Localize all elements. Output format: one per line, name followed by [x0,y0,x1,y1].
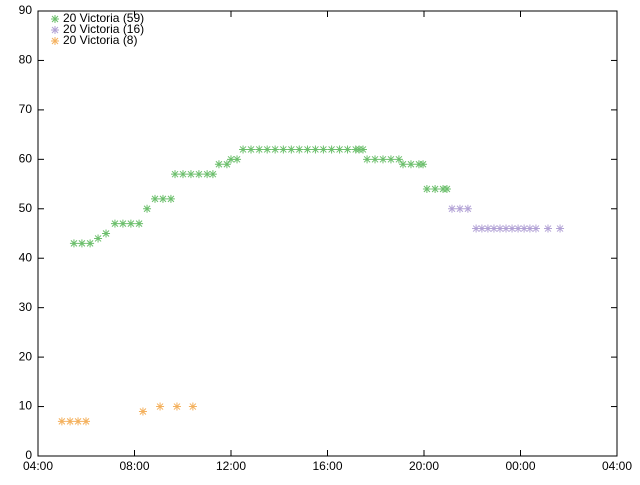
data-point [271,145,280,154]
data-point [110,219,119,228]
data-point [463,204,472,213]
data-point [66,417,75,426]
data-point [431,185,440,193]
data-point [233,155,242,164]
x-tick-label: 04:00 [602,459,632,473]
plot-frame [37,10,618,457]
legend-marker [51,26,59,34]
data-point [178,170,187,179]
data-point [203,170,212,179]
x-tick-label: 00:00 [505,459,535,473]
data-point [335,145,344,154]
data-point [556,224,565,233]
y-tick-label: 10 [19,399,33,413]
data-point [86,239,95,248]
data-point [138,407,147,416]
data-point [472,224,481,233]
data-point [422,185,431,193]
data-point [447,204,456,213]
data-point [247,145,256,154]
data-point [263,145,272,154]
data-point [525,224,534,233]
data-point [287,145,296,154]
legend-label: 20 Victoria (8) [63,33,137,47]
y-tick-label: 30 [19,300,33,314]
y-tick-label: 20 [19,349,33,363]
data-point [69,239,78,248]
data-point [394,155,403,164]
data-point [371,155,380,164]
data-point [172,402,181,411]
data-point [327,145,336,154]
data-point [386,155,395,164]
data-point [483,224,492,233]
data-point [455,204,464,213]
data-point [151,194,160,203]
data-point [477,224,486,233]
data-point [57,417,66,426]
data-point [399,160,408,169]
y-tick-label: 60 [19,152,33,166]
data-point [74,417,83,426]
data-point [214,160,223,169]
data-point [502,224,511,233]
data-point [295,145,304,154]
x-tick-label: 12:00 [216,459,246,473]
data-point [442,185,451,193]
data-point [311,145,320,154]
data-point [514,224,523,233]
x-tick-label: 16:00 [312,459,342,473]
data-point [495,224,504,233]
data-point [156,402,165,411]
legend-marker [51,15,59,23]
data-point [508,224,517,233]
data-point [186,170,195,179]
data-point [143,204,152,213]
data-point [319,145,328,154]
data-point [419,160,428,169]
data-point [126,219,135,228]
data-point [343,145,352,154]
data-point [194,170,203,179]
x-tick-label: 08:00 [119,459,149,473]
data-point [358,145,367,154]
data-point [135,219,144,228]
y-tick-label: 70 [19,102,33,116]
legend-marker [51,37,59,45]
data-point [208,170,217,179]
data-point [166,194,175,203]
data-point [406,160,415,169]
data-point [227,155,235,164]
data-point [303,145,312,154]
y-tick-label: 50 [19,201,33,215]
y-tick-label: 80 [19,53,33,67]
data-point [77,239,86,248]
y-tick-label: 40 [19,250,33,264]
data-point [188,402,197,411]
data-point [414,160,423,169]
legend-label: 20 Victoria (16) [63,22,144,36]
data-point [118,219,127,228]
data-point [544,224,553,233]
y-tick-label: 0 [25,448,32,462]
data-point [378,155,387,164]
data-point [171,170,180,179]
data-point [94,234,103,243]
data-point [489,224,498,233]
data-point [158,194,167,203]
data-point [363,155,372,164]
legend-label: 20 Victoria (59) [63,11,144,25]
data-point [222,160,231,169]
y-tick-label: 90 [19,3,33,17]
data-point [82,417,91,426]
data-point [279,145,288,154]
data-point [520,224,529,233]
x-tick-label: 04:00 [23,459,53,473]
data-point [239,145,248,154]
data-point [255,145,264,154]
data-point [102,229,111,238]
data-point [531,224,540,233]
x-tick-label: 20:00 [409,459,439,473]
